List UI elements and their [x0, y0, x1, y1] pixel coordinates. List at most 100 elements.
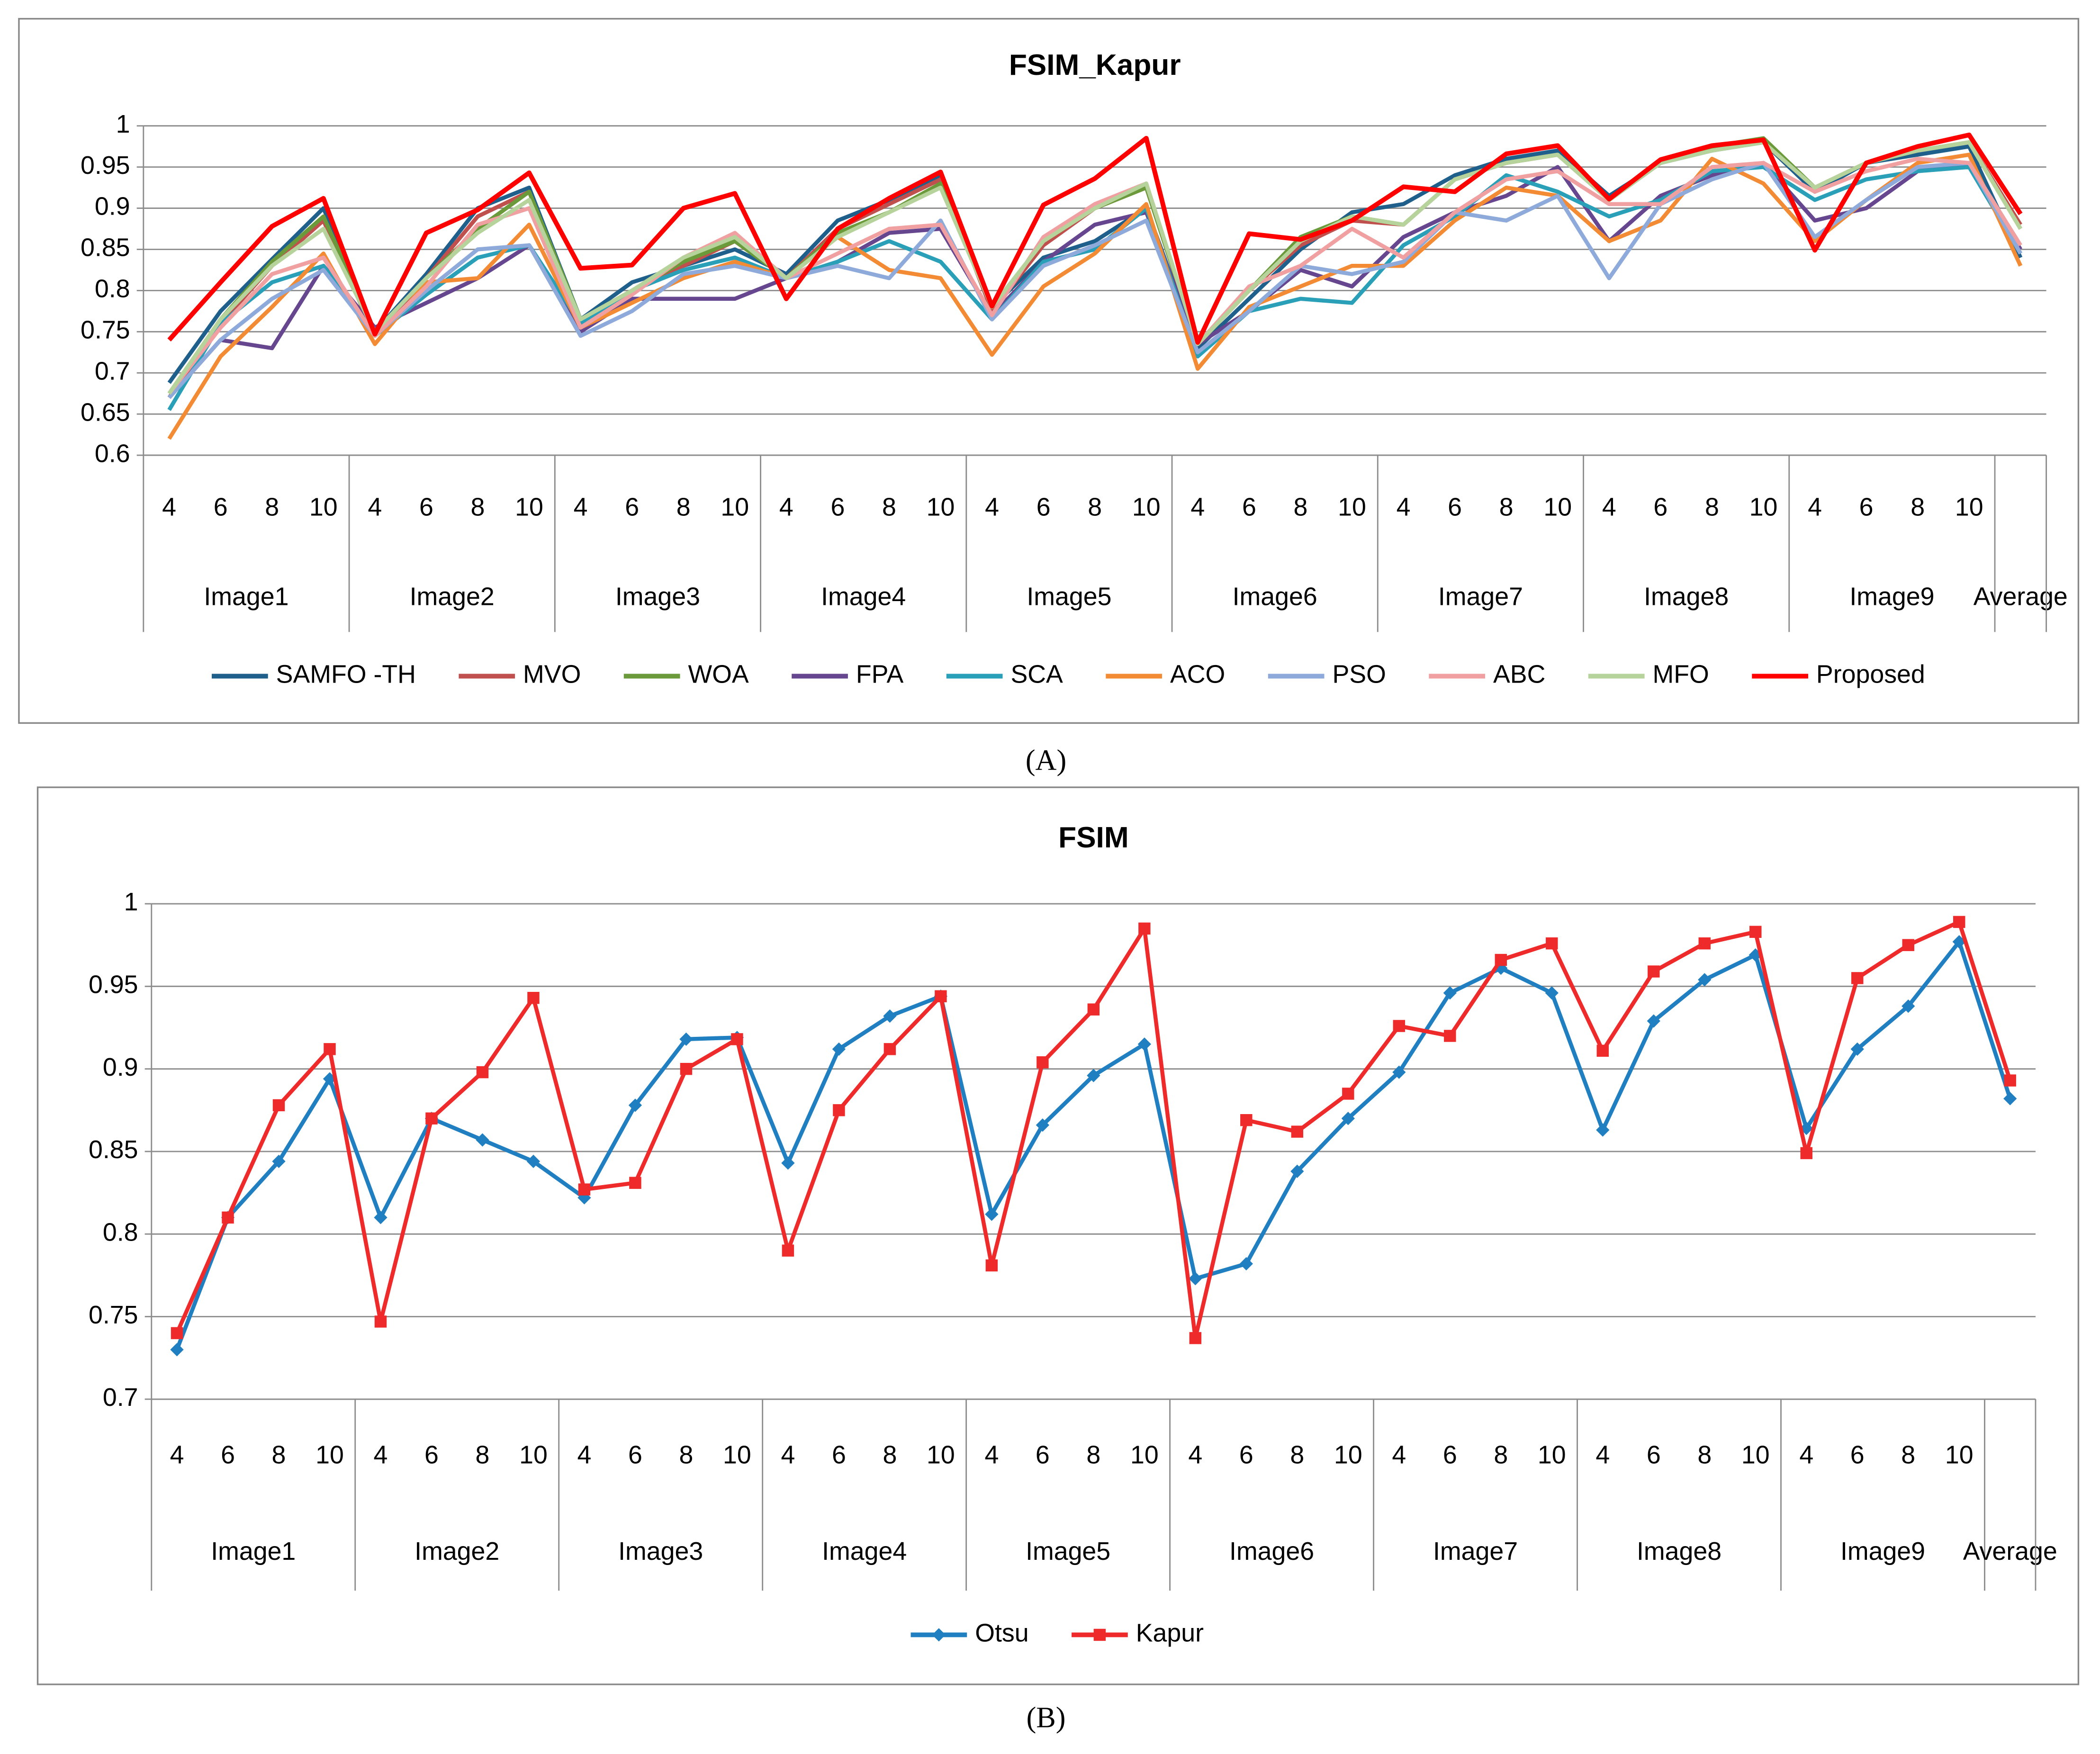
x-tick-label: 4	[574, 493, 588, 521]
legend-marker	[1093, 1628, 1106, 1641]
x-tick-label: 4	[577, 1441, 592, 1469]
x-tick-label: 10	[1945, 1441, 1974, 1469]
x-tick-label: 8	[1901, 1441, 1915, 1469]
y-tick-label: 0.9	[103, 1053, 138, 1081]
legend-label: Otsu	[975, 1619, 1028, 1647]
data-point	[1850, 1042, 1864, 1056]
data-point	[731, 1033, 743, 1045]
x-tick-label: 4	[1602, 493, 1616, 521]
series-line	[175, 939, 2012, 1350]
data-point	[1648, 965, 1660, 978]
data-point	[1698, 973, 1712, 987]
legend-label: Kapur	[1136, 1619, 1204, 1647]
data-point	[1087, 1003, 1100, 1016]
data-point	[222, 1211, 234, 1224]
x-tick-label: 4	[1808, 493, 1822, 521]
legend-label: WOA	[688, 660, 748, 689]
data-point	[476, 1133, 489, 1147]
legend-label: SCA	[1010, 660, 1063, 689]
x-tick-label: 4	[1188, 1441, 1202, 1469]
x-tick-label: 8	[471, 493, 485, 521]
x-tick-label: 8	[1088, 493, 1102, 521]
x-tick-label: 10	[315, 1441, 344, 1469]
data-point	[883, 1043, 896, 1055]
data-point	[629, 1177, 641, 1189]
data-point	[1036, 1056, 1049, 1069]
data-point	[476, 1066, 489, 1079]
x-tick-label: 10	[1132, 493, 1161, 521]
group-label: Image7	[1438, 583, 1523, 611]
data-point	[1953, 916, 1965, 928]
legend-label: MFO	[1653, 660, 1709, 689]
data-point	[1138, 922, 1151, 935]
x-tick-label: 6	[1850, 1441, 1865, 1469]
legend-label: ACO	[1170, 660, 1225, 689]
x-tick-label: 6	[628, 1441, 642, 1469]
chart-frame	[36, 786, 2080, 1685]
y-tick-label: 0.8	[103, 1218, 138, 1246]
x-tick-label: 8	[1494, 1441, 1508, 1469]
x-tick-label: 4	[170, 1441, 184, 1469]
data-point	[883, 1009, 897, 1023]
x-tick-label: 10	[721, 493, 749, 521]
data-point	[679, 1032, 693, 1046]
group-label: Image1	[204, 583, 288, 611]
group-label: Image6	[1233, 583, 1317, 611]
x-tick-label: 8	[272, 1441, 286, 1469]
data-point	[1545, 986, 1559, 1000]
data-point	[1851, 972, 1864, 984]
chart-title: FSIM_Kapur	[1009, 49, 1181, 81]
data-point	[1189, 1332, 1202, 1344]
x-tick-label: 6	[1448, 493, 1462, 521]
x-tick-label: 4	[1190, 493, 1205, 521]
x-tick-label: 10	[1543, 493, 1572, 521]
x-tick-label: 6	[214, 493, 228, 521]
group-label: Image1	[211, 1537, 296, 1565]
data-point	[1596, 1123, 1610, 1137]
data-point	[170, 1343, 184, 1357]
x-tick-label: 8	[883, 1441, 897, 1469]
x-tick-label: 4	[162, 493, 176, 521]
data-point	[272, 1154, 286, 1169]
data-point	[1291, 1125, 1304, 1138]
data-point	[833, 1104, 845, 1116]
data-point	[1444, 1030, 1456, 1042]
x-tick-label: 8	[1290, 1441, 1304, 1469]
x-tick-label: 8	[1499, 493, 1514, 521]
x-tick-label: 6	[221, 1441, 235, 1469]
series-line	[167, 140, 2022, 395]
y-tick-label: 1	[116, 110, 130, 138]
data-point	[782, 1244, 794, 1257]
y-tick-label: 0.7	[95, 357, 130, 385]
data-point	[1137, 1037, 1151, 1051]
group-label: Average	[1974, 583, 2068, 611]
y-tick-label: 0.7	[103, 1383, 138, 1412]
y-tick-label: 0.65	[81, 398, 130, 426]
x-tick-label: 6	[1647, 1441, 1661, 1469]
data-point	[628, 1098, 642, 1112]
x-tick-label: 4	[779, 493, 793, 521]
data-point	[2003, 1092, 2017, 1106]
group-label: Image4	[821, 583, 906, 611]
x-tick-label: 4	[1799, 1441, 1813, 1469]
x-tick-label: 6	[424, 1441, 439, 1469]
x-tick-label: 4	[781, 1441, 795, 1469]
legend-label: FPA	[856, 660, 904, 689]
x-tick-label: 6	[1036, 493, 1051, 521]
data-point	[324, 1043, 336, 1055]
x-tick-label: 10	[519, 1441, 548, 1469]
group-label: Image9	[1849, 583, 1934, 611]
series-line	[175, 920, 2012, 1340]
x-tick-label: 4	[984, 1441, 999, 1469]
data-point	[1495, 953, 1507, 966]
y-tick-label: 0.75	[81, 316, 130, 344]
data-point	[1036, 1118, 1050, 1132]
data-point	[2004, 1074, 2016, 1087]
data-point	[1698, 937, 1711, 950]
data-point	[578, 1183, 591, 1196]
x-tick-label: 6	[832, 1441, 846, 1469]
group-label: Image9	[1840, 1537, 1925, 1565]
x-tick-label: 10	[1130, 1441, 1159, 1469]
group-label: Image7	[1433, 1537, 1518, 1565]
data-point	[1240, 1114, 1253, 1126]
